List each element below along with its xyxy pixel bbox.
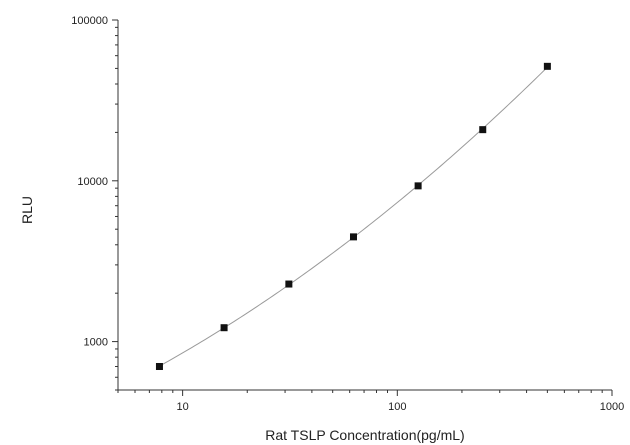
y-tick-label: 10000 xyxy=(77,176,108,188)
x-tick-label: 100 xyxy=(388,401,406,413)
y-axis-title: RLU xyxy=(19,196,35,224)
plot-area: 10 100 1000 1000 10000 100000 xyxy=(71,15,624,413)
data-point xyxy=(349,233,357,241)
data-point xyxy=(543,62,551,70)
x-tick-label: 1000 xyxy=(600,401,624,413)
data-point xyxy=(285,280,293,288)
x-axis-title: Rat TSLP Concentration(pg/mL) xyxy=(265,427,464,443)
data-point xyxy=(414,182,422,190)
y-tick-label: 1000 xyxy=(84,337,108,349)
x-tick-label: 10 xyxy=(177,401,189,413)
data-point xyxy=(220,324,228,332)
fit-curve xyxy=(159,66,548,367)
data-point xyxy=(479,126,487,134)
data-point xyxy=(155,363,163,371)
y-tick-label: 100000 xyxy=(71,15,108,27)
